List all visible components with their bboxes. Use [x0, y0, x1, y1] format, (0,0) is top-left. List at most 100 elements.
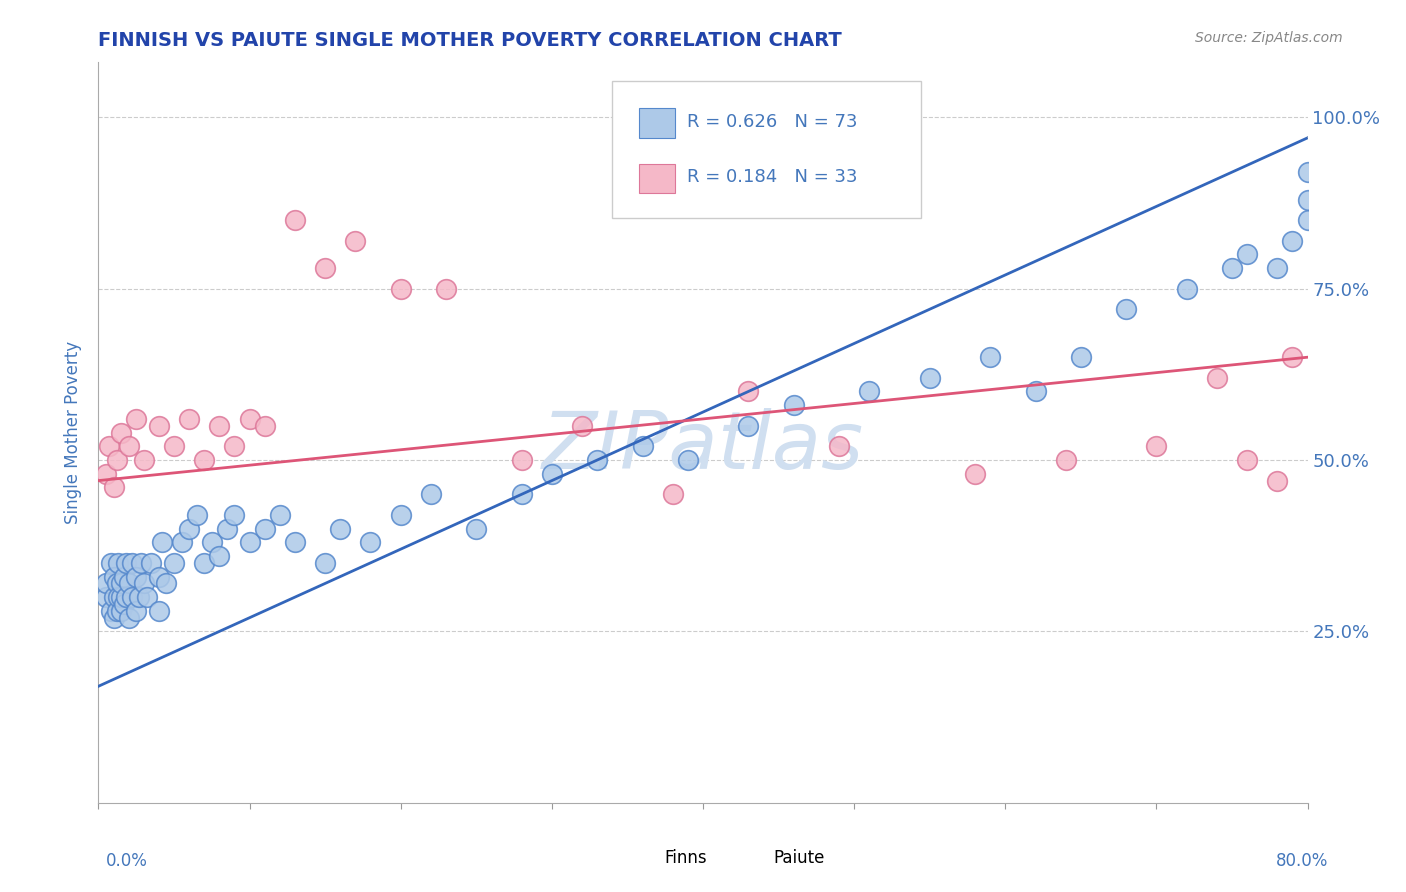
- Point: [1267, 474, 1289, 488]
- Point: [150, 535, 173, 549]
- Point: [1206, 371, 1229, 385]
- Point: [1236, 247, 1258, 261]
- Point: [112, 569, 135, 583]
- Point: [1267, 261, 1289, 276]
- Point: [1115, 302, 1137, 317]
- Point: [239, 412, 262, 426]
- Point: [125, 604, 148, 618]
- Point: [1144, 439, 1167, 453]
- Text: R = 0.626   N = 73: R = 0.626 N = 73: [688, 112, 858, 130]
- Point: [631, 439, 654, 453]
- Point: [125, 412, 148, 426]
- Text: 0.0%: 0.0%: [105, 852, 148, 870]
- Point: [389, 282, 412, 296]
- FancyBboxPatch shape: [638, 164, 675, 194]
- Point: [114, 556, 136, 570]
- Point: [125, 569, 148, 583]
- Point: [224, 439, 246, 453]
- Point: [208, 418, 231, 433]
- Y-axis label: Single Mother Poverty: Single Mother Poverty: [65, 341, 83, 524]
- Point: [179, 412, 201, 426]
- Point: [269, 508, 291, 522]
- Point: [224, 508, 246, 522]
- Point: [186, 508, 208, 522]
- Point: [858, 384, 880, 399]
- Point: [170, 535, 193, 549]
- Point: [1281, 350, 1303, 364]
- Point: [284, 213, 307, 227]
- Point: [179, 522, 201, 536]
- Point: [1070, 350, 1092, 364]
- Point: [661, 487, 683, 501]
- Point: [163, 439, 186, 453]
- Point: [1236, 453, 1258, 467]
- Point: [132, 576, 155, 591]
- Point: [114, 590, 136, 604]
- Point: [420, 487, 443, 501]
- Point: [128, 590, 150, 604]
- Point: [918, 371, 941, 385]
- Point: [314, 261, 336, 276]
- Point: [1054, 453, 1077, 467]
- Point: [208, 549, 231, 563]
- Point: [540, 467, 562, 481]
- Point: [737, 384, 759, 399]
- Point: [389, 508, 412, 522]
- Point: [112, 597, 135, 611]
- Point: [253, 522, 276, 536]
- Point: [121, 590, 143, 604]
- Point: [284, 535, 307, 549]
- Point: [737, 418, 759, 433]
- Point: [148, 418, 170, 433]
- Point: [1220, 261, 1243, 276]
- Point: [193, 556, 215, 570]
- Point: [94, 467, 117, 481]
- Point: [1296, 165, 1319, 179]
- Text: Finns: Finns: [664, 849, 707, 867]
- Point: [201, 535, 224, 549]
- Point: [163, 556, 186, 570]
- Point: [105, 576, 128, 591]
- Point: [155, 576, 177, 591]
- Point: [118, 610, 141, 624]
- Point: [676, 453, 699, 467]
- Point: [105, 604, 128, 618]
- Point: [239, 535, 262, 549]
- Point: [100, 604, 122, 618]
- Point: [103, 480, 125, 494]
- FancyBboxPatch shape: [624, 846, 658, 871]
- Point: [314, 556, 336, 570]
- Point: [118, 439, 141, 453]
- Point: [110, 425, 132, 440]
- FancyBboxPatch shape: [734, 846, 768, 871]
- FancyBboxPatch shape: [613, 81, 921, 218]
- Point: [465, 522, 488, 536]
- Point: [98, 439, 121, 453]
- Point: [215, 522, 238, 536]
- Point: [329, 522, 352, 536]
- Point: [510, 487, 533, 501]
- Point: [94, 576, 117, 591]
- Point: [360, 535, 382, 549]
- Point: [135, 590, 157, 604]
- Point: [1281, 234, 1303, 248]
- Point: [148, 569, 170, 583]
- Point: [828, 439, 851, 453]
- Point: [118, 576, 141, 591]
- Point: [107, 590, 129, 604]
- Point: [110, 576, 132, 591]
- Point: [103, 590, 125, 604]
- Point: [141, 556, 163, 570]
- Point: [571, 418, 593, 433]
- Point: [586, 453, 609, 467]
- Point: [103, 610, 125, 624]
- Point: [965, 467, 987, 481]
- Point: [100, 556, 122, 570]
- Point: [1024, 384, 1046, 399]
- Point: [121, 556, 143, 570]
- Point: [783, 398, 806, 412]
- Point: [105, 453, 128, 467]
- Point: [1296, 213, 1319, 227]
- Point: [103, 569, 125, 583]
- Point: [94, 590, 117, 604]
